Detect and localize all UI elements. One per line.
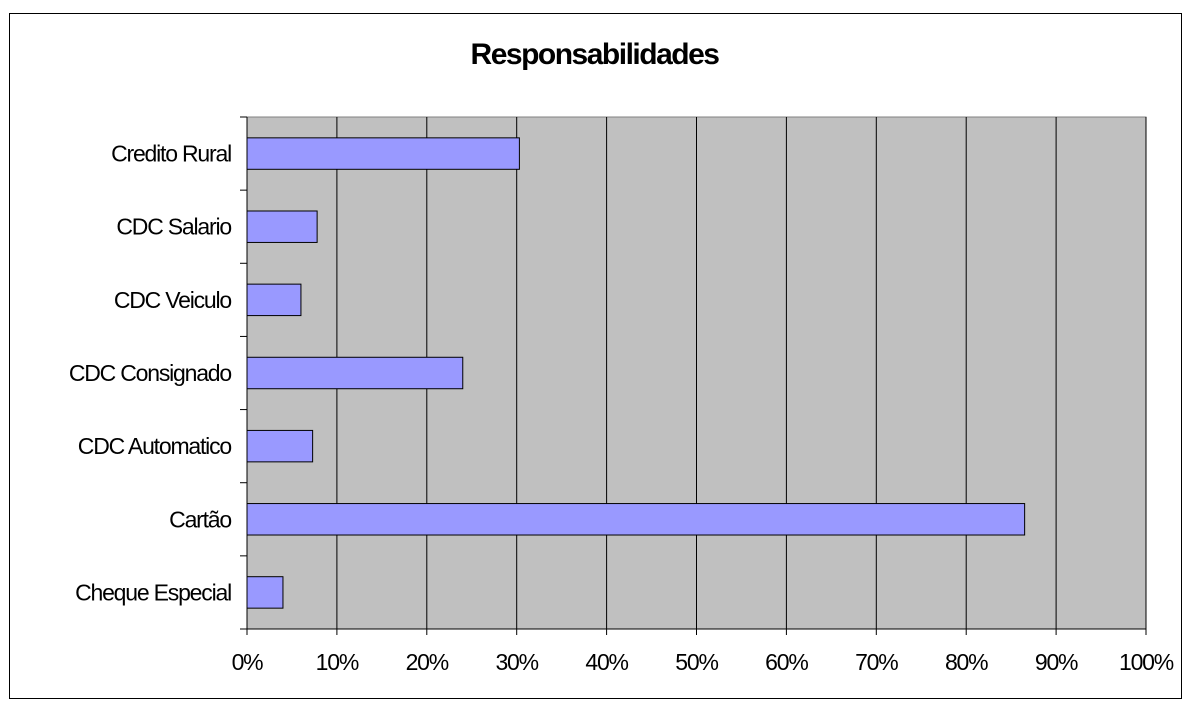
bar <box>246 137 520 170</box>
x-tick-label: 40% <box>585 649 628 675</box>
x-tick-label: 90% <box>1035 649 1078 675</box>
x-tick-label: 100% <box>1119 649 1174 675</box>
y-category-label: CDC Consignado <box>69 360 232 386</box>
x-tick-label: 80% <box>945 649 988 675</box>
y-category-label: CDC Automatico <box>78 433 232 459</box>
x-tick-label: 0% <box>232 649 264 675</box>
bar <box>246 503 1026 536</box>
y-category-label: Cheque Especial <box>75 579 231 605</box>
x-tick-label: 10% <box>316 649 359 675</box>
bar <box>246 576 284 609</box>
x-tick-label: 30% <box>495 649 538 675</box>
y-category-label: CDC Veiculo <box>114 287 232 313</box>
bar <box>246 356 464 390</box>
x-tick-label: 50% <box>675 649 718 675</box>
bar <box>246 210 318 243</box>
bar <box>246 429 314 463</box>
bar <box>246 283 302 317</box>
x-tick-label: 20% <box>406 649 449 675</box>
x-tick-label: 60% <box>765 649 808 675</box>
chart-title: Responsabilidades <box>470 38 720 71</box>
y-category-label: CDC Salario <box>116 214 231 240</box>
y-category-label: Cartão <box>169 506 231 532</box>
y-category-label: Credito Rural <box>111 141 231 167</box>
x-tick-label: 70% <box>855 649 898 675</box>
